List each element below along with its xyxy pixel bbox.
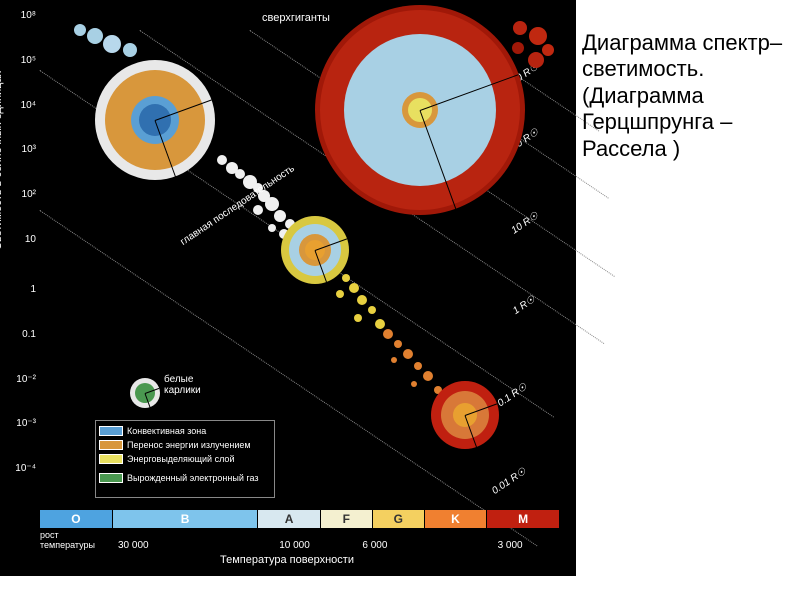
scatter-star [542,44,554,56]
y-axis: 10⁸ 10⁵ 10⁴ 10³ 10² 10 1 0.1 10⁻² 10⁻³ 10⁻⁴ [0,10,38,508]
scatter-star [87,28,103,44]
scatter-star [414,362,422,370]
scatter-star [394,340,402,348]
scatter-star [411,381,417,387]
spectral-class-G: G [373,510,425,528]
legend-label: Энерговыделяющий слой [127,454,234,464]
scatter-star [403,349,413,359]
y-tick: 10³ [2,144,36,155]
radius-label: 1 R☉ [511,294,537,317]
scatter-star [368,306,376,314]
y-tick: 10² [2,189,36,200]
legend-swatch [99,473,123,483]
scatter-star [357,295,367,305]
scatter-star [74,24,86,36]
scatter-star [268,224,276,232]
scatter-star [349,283,359,293]
spectral-class-K: K [425,510,487,528]
scatter-star [274,210,286,222]
legend-label: Перенос энергии излучением [127,440,251,450]
scatter-star [529,27,547,45]
blue-giant [95,60,215,180]
diagram-title: Диаграмма спектр–светимость. (Диаграмма … [582,30,792,162]
legend-label: Вырожденный электронный газ [127,473,258,483]
spectral-class-A: A [258,510,320,528]
scatter-star [513,21,527,35]
radius-label: 0.1 R☉ [496,382,529,410]
white-dwarf [130,378,160,408]
y-tick: 1 [2,284,36,295]
spectral-class-F: F [321,510,373,528]
y-tick: 10⁻⁴ [2,463,36,474]
legend: Конвективная зона Перенос энергии излучен… [95,420,275,498]
y-tick: 10⁸ [2,10,36,21]
y-tick: 10⁵ [2,55,36,66]
scatter-star [217,155,227,165]
scatter-star [375,319,385,329]
legend-row: Вырожденный электронный газ [99,466,271,490]
legend-row: Перенос энергии излучением [99,438,271,452]
scatter-star [253,205,263,215]
temperature-tick: 3 000 [498,540,523,551]
y-tick: 10⁻² [2,374,36,385]
spectral-class-O: O [40,510,113,528]
scatter-star [423,371,433,381]
legend-swatch [99,440,123,450]
temperature-axis: рост температуры 30 00010 0006 0003 000 … [40,530,560,570]
scatter-star [342,274,350,282]
supergiant-big [315,5,525,215]
temperature-tick: 30 000 [118,540,149,551]
legend-swatch [99,454,123,464]
y-tick: 0.1 [2,329,36,340]
spectral-class-bar: OBAFGKM [40,510,560,528]
scatter-star [265,197,279,211]
hr-diagram: Светимость в солнечных единицах 10⁸10⁵10… [0,0,576,576]
legend-row: Конвективная зона [99,424,271,438]
temperature-tick: 10 000 [279,540,310,551]
temperature-axis-label: Температура поверхности [220,554,354,566]
scatter-star [103,35,121,53]
legend-label: Конвективная зона [127,426,206,436]
scatter-star [354,314,362,322]
y-tick: 10⁻³ [2,418,36,429]
y-tick: 10 [2,234,36,245]
scatter-star [383,329,393,339]
scatter-star [512,42,524,54]
white-dwarfs-label: белые карлики [164,374,201,396]
scatter-star [123,43,137,57]
spectral-class-M: M [487,510,560,528]
spectral-class-B: B [113,510,259,528]
yellow-mainseq [281,216,349,284]
temperature-tick: 6 000 [362,540,387,551]
scatter-star [528,52,544,68]
radius-label: 0.01 R☉ [490,466,528,497]
legend-swatch [99,426,123,436]
red-dwarf [431,381,499,449]
scatter-star [336,290,344,298]
scatter-star [391,357,397,363]
temperature-growth-label: рост температуры [40,530,95,550]
y-tick: 10⁴ [2,100,36,111]
legend-row: Энерговыделяющий слой [99,452,271,466]
supergiants-label: сверхгиганты [262,12,330,24]
